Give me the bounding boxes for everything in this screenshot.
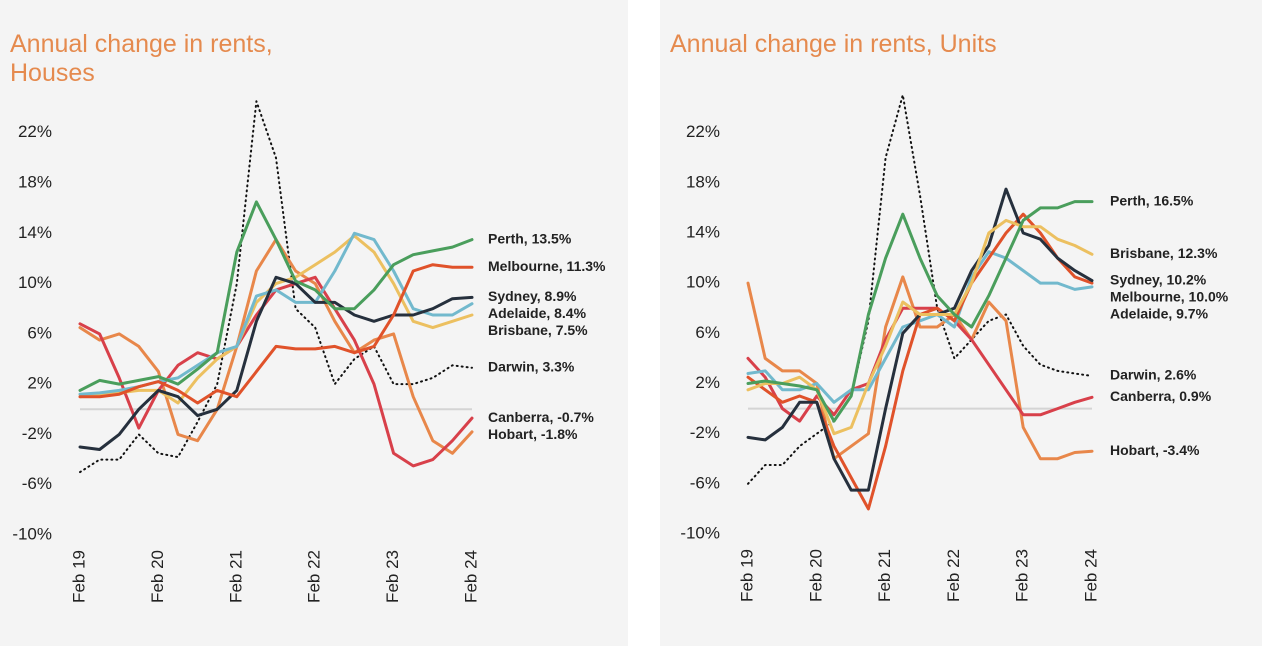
line-series xyxy=(78,263,474,405)
x-tick-label: Feb 19 xyxy=(69,550,88,603)
x-tick-label: Feb 22 xyxy=(944,549,963,602)
end-label: Sydney, 8.9% xyxy=(488,288,577,304)
y-tick-label: -10% xyxy=(12,524,52,543)
line-series xyxy=(747,94,1093,485)
x-tick-label: Feb 23 xyxy=(383,550,402,603)
y-tick-label: 6% xyxy=(695,323,720,342)
y-tick-label: 6% xyxy=(27,323,52,342)
x-tick-label: Feb 24 xyxy=(1081,549,1100,602)
line-series xyxy=(78,200,474,392)
end-label: Perth, 16.5% xyxy=(1110,192,1194,208)
units-panel: Annual change in rents, Units -10% -6% -2%… xyxy=(660,0,1262,646)
x-tick-label: Feb 24 xyxy=(461,550,480,603)
y-tick-label: -6% xyxy=(690,473,720,492)
line-series xyxy=(79,100,473,474)
y-tick-label: -2% xyxy=(22,424,52,443)
end-label: Perth, 13.5% xyxy=(488,230,572,246)
y-tick-label: -10% xyxy=(680,523,720,542)
end-label: Darwin, 3.3% xyxy=(488,359,575,375)
end-label: Brisbane, 7.5% xyxy=(488,322,588,338)
end-label: Adelaide, 9.7% xyxy=(1110,305,1209,321)
line-series xyxy=(746,275,1094,461)
end-label: Adelaide, 8.4% xyxy=(488,305,587,321)
y-tick-label: 22% xyxy=(686,122,720,141)
x-tick-label: Feb 23 xyxy=(1013,549,1032,602)
chart: -10% -6% -2% 2% 6% 10% 14% 18% 22% Feb 19 Feb 20 Fe… xyxy=(680,94,1229,602)
end-label: Melbourne, 10.0% xyxy=(1110,288,1229,304)
y-tick-label: -6% xyxy=(22,474,52,493)
x-tick-label: Feb 20 xyxy=(806,549,825,602)
end-label: Hobart, -1.8% xyxy=(488,426,578,442)
chart-title: Annual change in rents, Houses xyxy=(10,30,273,87)
y-tick-label: 14% xyxy=(686,222,720,241)
line-series xyxy=(78,234,474,405)
end-label: Brisbane, 12.3% xyxy=(1110,245,1218,261)
chart-title: Annual change in rents, Units xyxy=(670,30,997,58)
end-label: Canberra, -0.7% xyxy=(488,409,594,425)
y-tick-label: -2% xyxy=(690,423,720,442)
x-tick-label: Feb 22 xyxy=(305,550,324,603)
end-label: Hobart, -3.4% xyxy=(1110,442,1200,458)
x-tick-label: Feb 21 xyxy=(226,550,245,603)
y-tick-label: 10% xyxy=(18,273,52,292)
y-tick-label: 22% xyxy=(18,122,52,141)
houses-panel: Annual change in rents, Houses -10% -6% -2… xyxy=(0,0,628,646)
end-label: Sydney, 10.2% xyxy=(1110,271,1207,287)
x-tick-label: Feb 20 xyxy=(148,550,167,603)
y-tick-label: 10% xyxy=(686,273,720,292)
line-series xyxy=(746,218,1094,436)
y-tick-label: 18% xyxy=(686,172,720,191)
x-tick-label: Feb 21 xyxy=(875,549,894,602)
y-tick-label: 2% xyxy=(27,374,52,393)
y-tick-label: 2% xyxy=(695,373,720,392)
chart: -10% -6% -2% 2% 6% 10% 14% 18% 22% Feb 19 Feb 20 Fe… xyxy=(12,100,606,603)
end-label: Darwin, 2.6% xyxy=(1110,367,1197,383)
line-series xyxy=(746,200,1094,423)
end-label: Melbourne, 11.3% xyxy=(488,258,606,274)
y-tick-label: 18% xyxy=(18,172,52,191)
line-series xyxy=(746,306,1094,423)
y-tick-label: 14% xyxy=(18,223,52,242)
line-series xyxy=(78,275,474,451)
end-label: Canberra, 0.9% xyxy=(1110,388,1212,404)
x-tick-label: Feb 19 xyxy=(737,549,756,602)
